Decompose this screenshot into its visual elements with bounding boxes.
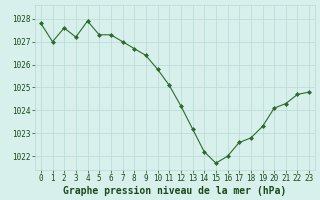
X-axis label: Graphe pression niveau de la mer (hPa): Graphe pression niveau de la mer (hPa) <box>63 186 287 196</box>
